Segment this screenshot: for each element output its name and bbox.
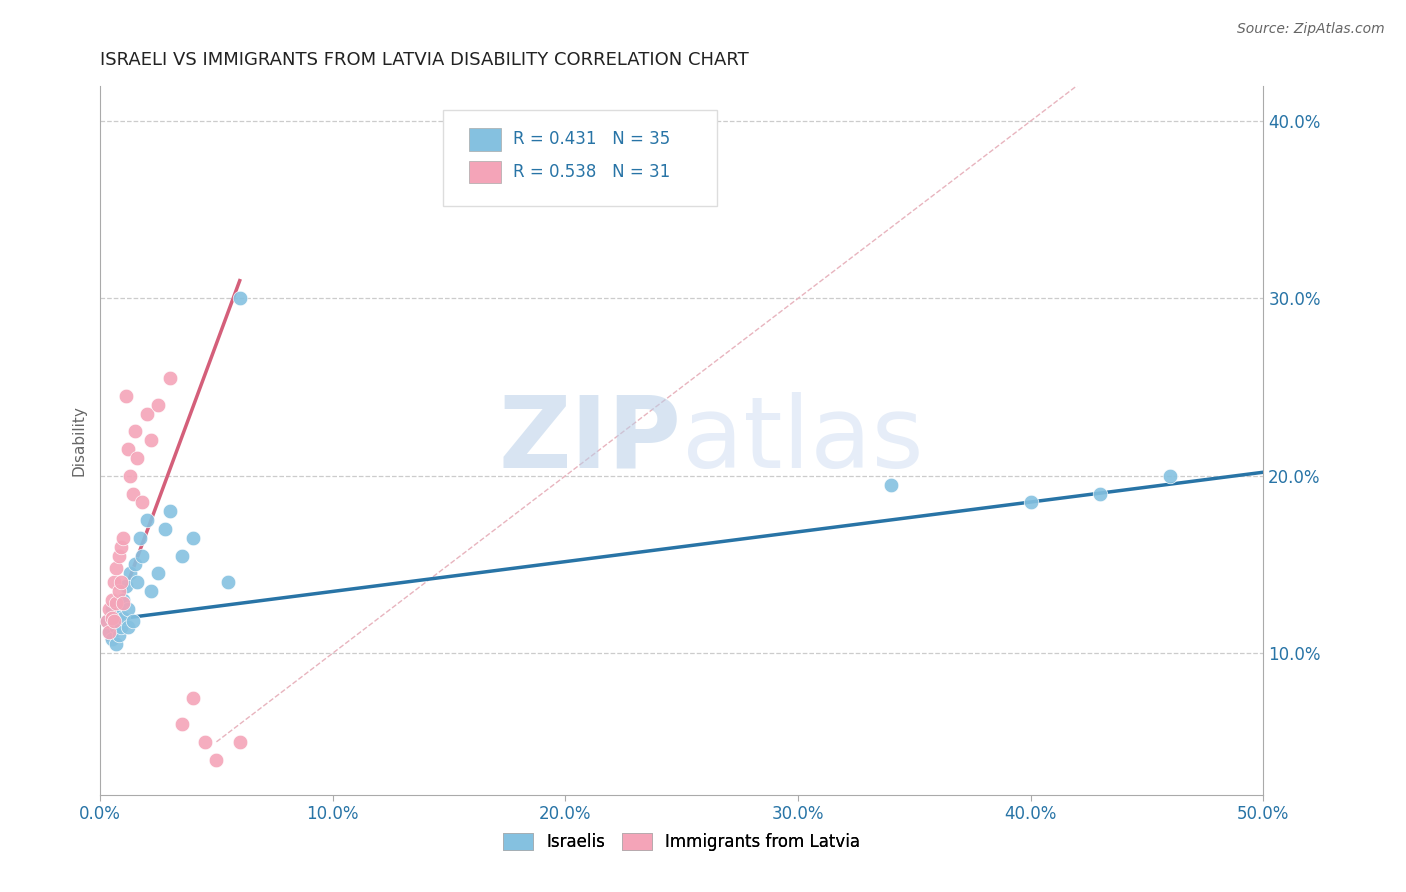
- Point: [105, 597, 128, 611]
- Text: ZIP: ZIP: [499, 392, 682, 489]
- Point: [170, 549, 193, 563]
- Point: [112, 593, 135, 607]
- Point: [114, 579, 136, 593]
- Point: [105, 619, 128, 633]
- Point: [105, 561, 128, 575]
- Point: [96, 614, 118, 628]
- Point: [112, 597, 135, 611]
- Point: [135, 513, 157, 527]
- Point: [110, 597, 132, 611]
- Point: [131, 495, 153, 509]
- Point: [100, 632, 122, 646]
- Point: [127, 575, 149, 590]
- Point: [228, 735, 250, 749]
- Point: [117, 619, 139, 633]
- Point: [98, 624, 121, 639]
- Point: [228, 292, 250, 306]
- Point: [141, 434, 163, 448]
- Point: [103, 575, 125, 590]
- Text: ISRAELI VS IMMIGRANTS FROM LATVIA DISABILITY CORRELATION CHART: ISRAELI VS IMMIGRANTS FROM LATVIA DISABI…: [100, 51, 749, 69]
- Point: [880, 477, 903, 491]
- Point: [117, 602, 139, 616]
- Point: [110, 540, 132, 554]
- FancyBboxPatch shape: [468, 161, 502, 184]
- Point: [98, 624, 121, 639]
- Point: [141, 584, 163, 599]
- Point: [112, 531, 135, 545]
- Point: [148, 566, 170, 581]
- Point: [1159, 468, 1181, 483]
- Point: [124, 425, 146, 439]
- Text: Source: ZipAtlas.com: Source: ZipAtlas.com: [1237, 22, 1385, 37]
- Y-axis label: Disability: Disability: [72, 405, 86, 475]
- Point: [128, 531, 150, 545]
- Point: [127, 450, 149, 465]
- Point: [103, 614, 125, 628]
- Point: [100, 602, 122, 616]
- FancyBboxPatch shape: [443, 111, 717, 206]
- Point: [98, 602, 121, 616]
- Point: [100, 593, 122, 607]
- Point: [121, 486, 143, 500]
- Point: [120, 566, 142, 581]
- Point: [194, 735, 217, 749]
- Point: [100, 610, 122, 624]
- Text: R = 0.538   N = 31: R = 0.538 N = 31: [513, 163, 671, 181]
- Point: [131, 549, 153, 563]
- Point: [205, 753, 228, 767]
- Point: [124, 558, 146, 572]
- Point: [103, 610, 125, 624]
- FancyBboxPatch shape: [468, 128, 502, 151]
- Legend: Israelis, Immigrants from Latvia: Israelis, Immigrants from Latvia: [496, 826, 868, 858]
- Point: [135, 407, 157, 421]
- Point: [120, 468, 142, 483]
- Point: [121, 614, 143, 628]
- Text: R = 0.431   N = 35: R = 0.431 N = 35: [513, 130, 671, 148]
- Point: [110, 575, 132, 590]
- Point: [159, 371, 181, 385]
- Point: [107, 584, 129, 599]
- Point: [1019, 495, 1042, 509]
- Point: [107, 549, 129, 563]
- Point: [155, 522, 177, 536]
- Point: [96, 614, 118, 628]
- Point: [105, 637, 128, 651]
- Point: [107, 628, 129, 642]
- Point: [112, 610, 135, 624]
- Point: [148, 398, 170, 412]
- Point: [217, 575, 239, 590]
- Point: [114, 389, 136, 403]
- Text: atlas: atlas: [682, 392, 924, 489]
- Point: [181, 690, 204, 705]
- Point: [1090, 486, 1112, 500]
- Point: [110, 619, 132, 633]
- Point: [170, 717, 193, 731]
- Point: [159, 504, 181, 518]
- Point: [107, 607, 129, 621]
- Point: [181, 531, 204, 545]
- Point: [117, 442, 139, 457]
